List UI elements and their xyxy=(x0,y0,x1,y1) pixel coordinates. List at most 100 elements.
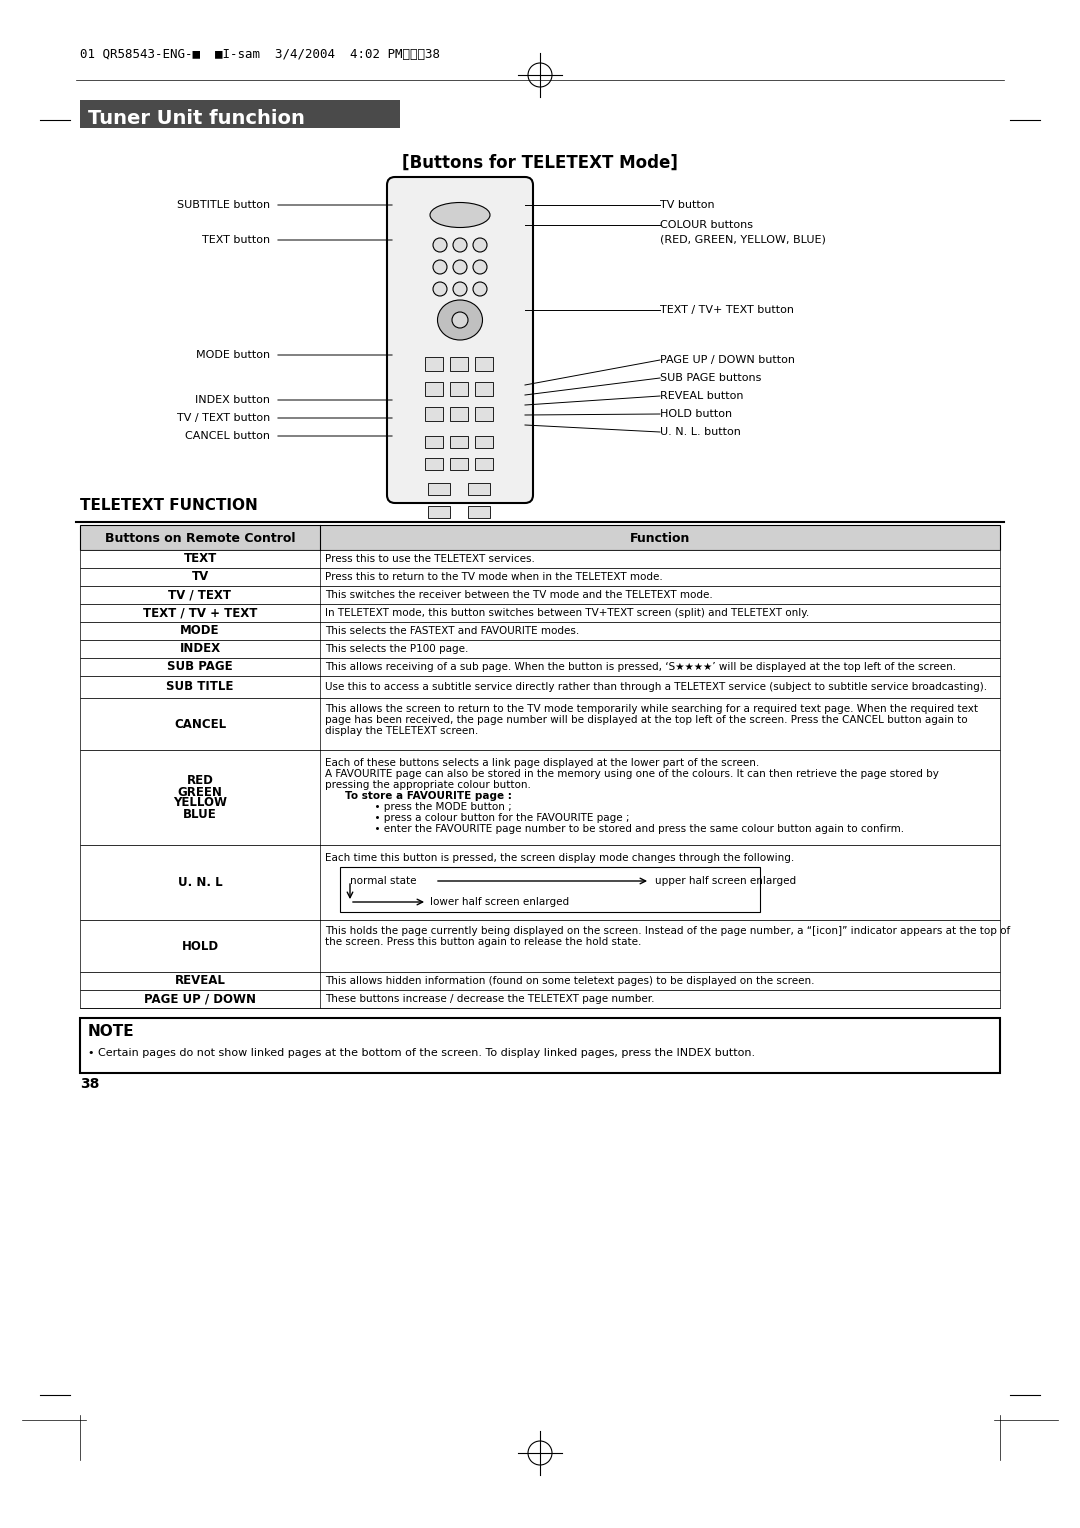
Text: Press this to use the TELETEXT services.: Press this to use the TELETEXT services. xyxy=(325,555,535,564)
Bar xyxy=(426,458,443,471)
Text: Each of these buttons selects a link page displayed at the lower part of the scr: Each of these buttons selects a link pag… xyxy=(325,758,759,769)
Text: pressing the appropriate colour button.: pressing the appropriate colour button. xyxy=(325,779,531,790)
Circle shape xyxy=(453,238,467,252)
Bar xyxy=(80,550,1000,568)
Text: TV / TEXT button: TV / TEXT button xyxy=(177,413,270,423)
Text: PAGE UP / DOWN button: PAGE UP / DOWN button xyxy=(660,354,795,365)
Bar xyxy=(80,990,1000,1008)
Bar xyxy=(428,506,450,518)
Text: Use this to access a subtitle service directly rather than through a TELETEXT se: Use this to access a subtitle service di… xyxy=(325,681,987,692)
Text: U. N. L: U. N. L xyxy=(178,876,222,889)
Text: • Certain pages do not show linked pages at the bottom of the screen. To display: • Certain pages do not show linked pages… xyxy=(87,1048,755,1057)
Bar xyxy=(426,358,443,371)
Text: GREEN: GREEN xyxy=(177,785,222,799)
Text: This allows the screen to return to the TV mode temporarily while searching for : This allows the screen to return to the … xyxy=(325,704,978,714)
Circle shape xyxy=(433,260,447,274)
Text: • press a colour button for the FAVOURITE page ;: • press a colour button for the FAVOURIT… xyxy=(355,813,630,824)
Text: INDEX: INDEX xyxy=(179,642,220,656)
Text: This allows hidden information (found on some teletext pages) to be displayed on: This allows hidden information (found on… xyxy=(325,976,814,986)
Text: Tuner Unit funchion: Tuner Unit funchion xyxy=(87,110,305,128)
Bar xyxy=(450,435,468,448)
Circle shape xyxy=(453,283,467,296)
Bar xyxy=(450,382,468,396)
Text: INDEX button: INDEX button xyxy=(195,396,270,405)
Text: SUB TITLE: SUB TITLE xyxy=(166,680,233,694)
Bar xyxy=(475,382,492,396)
Text: To store a FAVOURITE page :: To store a FAVOURITE page : xyxy=(345,792,512,801)
Bar xyxy=(80,972,1000,990)
Bar xyxy=(475,435,492,448)
Bar xyxy=(80,1018,1000,1073)
Text: This holds the page currently being displayed on the screen. Instead of the page: This holds the page currently being disp… xyxy=(325,926,1010,937)
Bar xyxy=(80,622,1000,640)
Bar xyxy=(428,483,450,495)
Text: • enter the FAVOURITE page number to be stored and press the same colour button : • enter the FAVOURITE page number to be … xyxy=(355,824,904,834)
Text: TEXT / TV + TEXT: TEXT / TV + TEXT xyxy=(143,607,257,619)
Bar xyxy=(80,99,400,128)
Bar xyxy=(80,845,1000,920)
Bar xyxy=(468,506,490,518)
Text: 38: 38 xyxy=(80,1077,99,1091)
Bar xyxy=(80,920,1000,972)
Text: RED: RED xyxy=(187,775,214,787)
Circle shape xyxy=(433,238,447,252)
Bar xyxy=(80,659,1000,675)
Text: TV: TV xyxy=(191,570,208,584)
Text: • press the MODE button ;: • press the MODE button ; xyxy=(355,802,512,811)
Circle shape xyxy=(473,260,487,274)
Text: This selects the P100 page.: This selects the P100 page. xyxy=(325,643,469,654)
Text: A FAVOURITE page can also be stored in the memory using one of the colours. It c: A FAVOURITE page can also be stored in t… xyxy=(325,769,939,779)
Text: REVEAL: REVEAL xyxy=(175,975,226,987)
Bar xyxy=(475,458,492,471)
Text: TEXT / TV+ TEXT button: TEXT / TV+ TEXT button xyxy=(660,306,794,315)
Text: MODE: MODE xyxy=(180,625,219,637)
Text: Buttons on Remote Control: Buttons on Remote Control xyxy=(105,532,295,544)
Text: BLUE: BLUE xyxy=(184,807,217,821)
Text: normal state: normal state xyxy=(350,876,417,886)
Bar xyxy=(426,406,443,422)
Circle shape xyxy=(453,260,467,274)
Ellipse shape xyxy=(430,203,490,228)
Text: SUBTITLE button: SUBTITLE button xyxy=(177,200,270,209)
Text: U. N. L. button: U. N. L. button xyxy=(660,426,741,437)
Text: [Buttons for TELETEXT Mode]: [Buttons for TELETEXT Mode] xyxy=(402,154,678,173)
Text: SUB PAGE: SUB PAGE xyxy=(167,660,233,674)
Bar xyxy=(80,750,1000,845)
Text: This selects the FASTEXT and FAVOURITE modes.: This selects the FASTEXT and FAVOURITE m… xyxy=(325,626,579,636)
Bar xyxy=(450,358,468,371)
Text: COLOUR buttons: COLOUR buttons xyxy=(660,220,753,231)
Bar xyxy=(80,526,1000,550)
Text: TELETEXT FUNCTION: TELETEXT FUNCTION xyxy=(80,498,258,513)
Text: Function: Function xyxy=(630,532,690,544)
Bar xyxy=(475,358,492,371)
Bar xyxy=(468,483,490,495)
Bar xyxy=(426,382,443,396)
Text: TEXT button: TEXT button xyxy=(202,235,270,244)
Bar xyxy=(475,406,492,422)
Bar xyxy=(450,458,468,471)
Text: In TELETEXT mode, this button switches between TV+TEXT screen (split) and TELETE: In TELETEXT mode, this button switches b… xyxy=(325,608,809,617)
Text: These buttons increase / decrease the TELETEXT page number.: These buttons increase / decrease the TE… xyxy=(325,995,654,1004)
Bar xyxy=(80,640,1000,659)
Bar xyxy=(80,587,1000,604)
Text: SUB PAGE buttons: SUB PAGE buttons xyxy=(660,373,761,384)
Text: TEXT: TEXT xyxy=(184,553,217,565)
Text: This switches the receiver between the TV mode and the TELETEXT mode.: This switches the receiver between the T… xyxy=(325,590,713,601)
Text: Each time this button is pressed, the screen display mode changes through the fo: Each time this button is pressed, the sc… xyxy=(325,853,794,863)
Text: upper half screen enlarged: upper half screen enlarged xyxy=(654,876,796,886)
Bar xyxy=(450,406,468,422)
Text: 01 QR58543-ENG-■  ■I-sam  3/4/2004  4:02 PMペーコ38: 01 QR58543-ENG-■ ■I-sam 3/4/2004 4:02 PM… xyxy=(80,47,440,61)
Bar xyxy=(426,435,443,448)
Text: REVEAL button: REVEAL button xyxy=(660,391,743,400)
Text: CANCEL: CANCEL xyxy=(174,718,226,730)
Text: display the TELETEXT screen.: display the TELETEXT screen. xyxy=(325,726,478,736)
Text: HOLD button: HOLD button xyxy=(660,410,732,419)
Text: This allows receiving of a sub page. When the button is pressed, ‘S★★★★’ will be: This allows receiving of a sub page. Whe… xyxy=(325,662,956,672)
Text: Press this to return to the TV mode when in the TELETEXT mode.: Press this to return to the TV mode when… xyxy=(325,571,663,582)
Circle shape xyxy=(453,312,468,329)
Bar xyxy=(340,866,760,912)
Text: YELLOW: YELLOW xyxy=(173,796,227,810)
Text: TV button: TV button xyxy=(660,200,715,209)
Text: MODE button: MODE button xyxy=(195,350,270,361)
Text: (RED, GREEN, YELLOW, BLUE): (RED, GREEN, YELLOW, BLUE) xyxy=(660,235,826,244)
